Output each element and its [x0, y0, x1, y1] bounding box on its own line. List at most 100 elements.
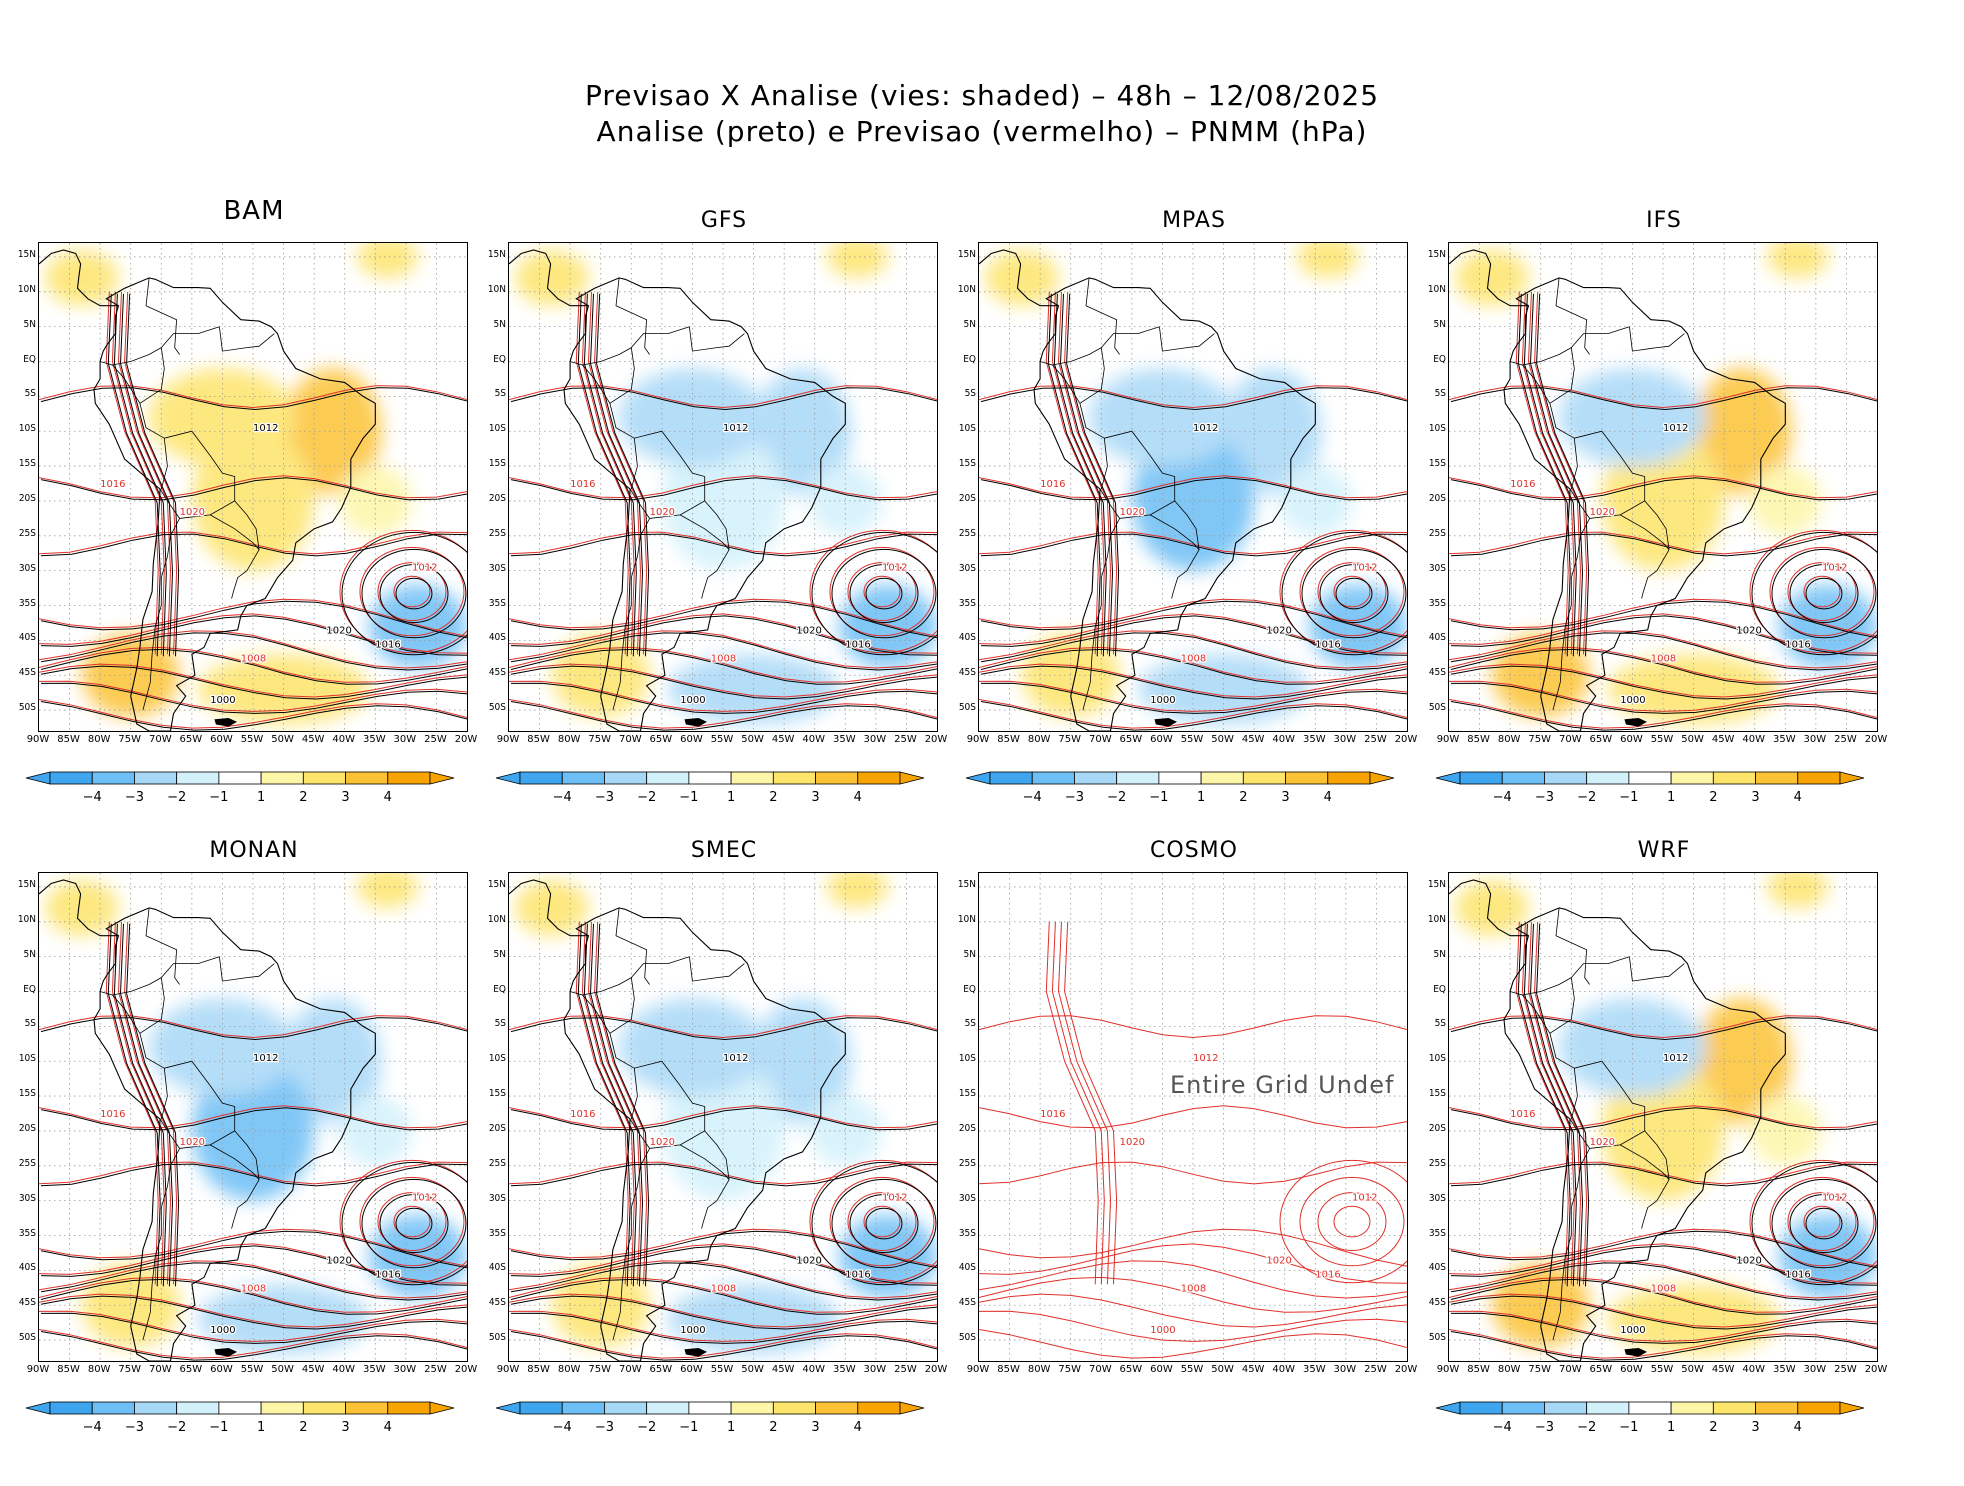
- country-border: [1509, 361, 1551, 404]
- contour-line: [1450, 665, 1877, 700]
- contour-line: [1449, 475, 1877, 499]
- forecast-contours: [39, 921, 467, 1359]
- bias-region: [826, 243, 889, 278]
- contour-line: [107, 923, 161, 1287]
- lat-tick-label: 10N: [957, 283, 976, 295]
- map-svg: 1012 1020 1020 1012 1016 1000 1008 1016: [39, 243, 467, 731]
- lat-tick-label: 50S: [1428, 702, 1446, 714]
- contour-line: [587, 921, 642, 1285]
- colorbar-arrow-left: [965, 771, 991, 785]
- colorbar-segment: [134, 771, 178, 785]
- lon-tick-label: 50W: [271, 734, 294, 745]
- contour-line: [509, 385, 937, 409]
- contour-line: [849, 1194, 919, 1253]
- lon-tick-label: 40W: [332, 734, 356, 745]
- contour-label: 1016: [375, 1269, 400, 1280]
- country-border: [1039, 361, 1081, 404]
- contour-line: [509, 699, 937, 729]
- colorbar-label: −3: [594, 1420, 615, 1435]
- contour-line: [1449, 663, 1877, 698]
- country-border: [1620, 514, 1670, 599]
- colorbar-segment: [772, 1401, 816, 1415]
- lon-tick-label: 70W: [1558, 1364, 1582, 1375]
- panel-title: COSMO: [1150, 838, 1238, 863]
- contour-line: [1450, 701, 1877, 731]
- contour-line: [509, 1228, 937, 1267]
- contour-line: [979, 699, 1407, 729]
- contour-label: 1012: [412, 1193, 437, 1204]
- contour-line: [510, 477, 937, 501]
- lat-tick-label: 5S: [494, 388, 506, 400]
- contour-line: [1450, 682, 1877, 714]
- lat-tick-label: 35S: [958, 597, 976, 609]
- contour-line: [1450, 1163, 1877, 1187]
- contour-line: [40, 1163, 467, 1187]
- bias-region: [45, 250, 119, 306]
- colorbar-segment: [91, 1401, 135, 1415]
- contour-line: [809, 529, 937, 654]
- country-border: [1052, 347, 1102, 366]
- country-border: [1552, 1148, 1590, 1341]
- contour-line: [39, 699, 467, 729]
- lon-tick-label: 40W: [1272, 734, 1296, 745]
- contour-line: [1803, 575, 1841, 608]
- contour-line: [40, 682, 467, 714]
- lat-tick-label: 30S: [488, 562, 506, 574]
- contour-line: [509, 630, 937, 669]
- colorbar-segment: [49, 771, 93, 785]
- lon-tick-label: 85W: [57, 734, 80, 745]
- colorbar-segment: [176, 771, 220, 785]
- contour-line: [980, 615, 1407, 656]
- contour-line: [40, 1278, 467, 1315]
- colorbar-svg: [1435, 1401, 1865, 1415]
- coastline: [1503, 277, 1786, 731]
- colorbar-svg: [1435, 771, 1865, 785]
- lat-tick-label: 10N: [957, 913, 976, 925]
- contour-label: 1016: [845, 639, 870, 650]
- bias-region: [1766, 873, 1829, 908]
- coastline-central-america: [1449, 249, 1529, 307]
- map-frame: 1012 1020 1020 1012 1016 1000 1008 1016: [978, 242, 1408, 732]
- colorbar-label: 2: [1709, 790, 1718, 805]
- contour-line: [980, 632, 1407, 671]
- lon-tick-label: 45W: [1711, 734, 1735, 745]
- contour-line: [40, 387, 467, 411]
- lat-tick-label: 25S: [488, 1157, 506, 1169]
- contour-line: [1064, 921, 1118, 1285]
- colorbar-segment: [1755, 1401, 1799, 1415]
- lat-tick-label: 15S: [958, 1088, 976, 1100]
- contour-line: [510, 1017, 937, 1041]
- contour-label: 1012: [1193, 1053, 1218, 1064]
- colorbar-segment: [989, 771, 1033, 785]
- lon-tick-label: 30W: [863, 1364, 887, 1375]
- figure-title: Previsao X Analise (vies: shaded) – 48h …: [584, 79, 1380, 112]
- lat-tick-label: 40S: [18, 1262, 36, 1274]
- lat-tick-label: 30S: [1428, 562, 1446, 574]
- contour-line: [510, 1262, 937, 1301]
- contour-line: [40, 533, 467, 557]
- contour-line: [39, 1161, 467, 1185]
- analysis-contours: [40, 923, 467, 1361]
- colorbar-segment: [176, 1401, 220, 1415]
- contour-label: 1016: [100, 479, 125, 490]
- lon-tick-label: 35W: [362, 734, 386, 745]
- contour-line: [510, 648, 937, 685]
- contour-label: 1012: [253, 1053, 278, 1064]
- lon-tick-label: 20W: [1394, 1364, 1418, 1375]
- contour-line: [1449, 1161, 1877, 1185]
- contour-line: [575, 921, 629, 1285]
- lon-tick-label: 40W: [1742, 734, 1766, 745]
- lon-tick-label: 85W: [997, 734, 1020, 745]
- contour-line: [849, 564, 919, 623]
- lon-tick-label: 80W: [87, 1364, 111, 1375]
- colorbar-segment: [1755, 771, 1799, 785]
- contour-line: [589, 923, 644, 1287]
- contour-label: 1016: [1040, 1109, 1065, 1120]
- forecast-contours: [979, 291, 1407, 729]
- lat-tick-label: 10N: [17, 283, 36, 295]
- contour-line: [1517, 923, 1571, 1287]
- contour-line: [980, 648, 1407, 685]
- lon-tick-label: 20W: [1864, 734, 1888, 745]
- contour-line: [124, 921, 178, 1285]
- lon-tick-label: 25W: [1364, 734, 1387, 745]
